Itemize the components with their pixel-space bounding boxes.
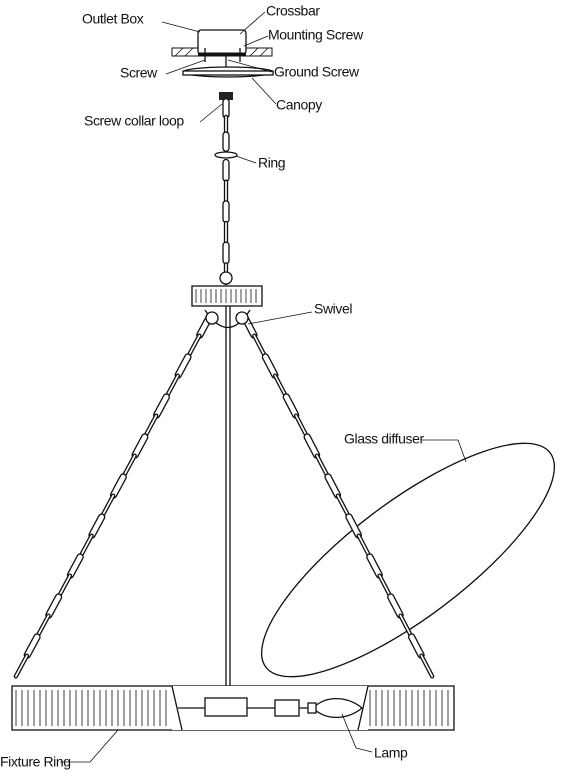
leader	[457, 439, 467, 463]
window-edge	[171, 685, 183, 731]
chain-loop	[219, 271, 233, 285]
chains	[13, 98, 435, 679]
chain-link	[13, 653, 30, 679]
label: Fixture Ring	[0, 754, 71, 770]
leader	[89, 729, 119, 763]
leader	[251, 77, 277, 105]
leaders	[60, 11, 467, 763]
lamp-base	[307, 702, 317, 714]
leader	[165, 59, 206, 75]
ribs	[195, 289, 257, 303]
lamp-bulb	[314, 698, 364, 718]
chain-link	[222, 200, 230, 224]
chain-link	[222, 131, 230, 152]
swivel-body	[191, 285, 263, 307]
leader	[161, 21, 201, 33]
label: Ring	[258, 155, 285, 171]
leader	[239, 11, 266, 35]
label: Ground Screw	[274, 64, 360, 80]
drawing	[11, 11, 556, 763]
screw-collar	[219, 92, 233, 100]
leader	[199, 103, 223, 123]
chain-link	[222, 241, 230, 265]
leader	[355, 747, 373, 753]
hatch	[249, 47, 259, 57]
socket-cup	[274, 699, 300, 717]
hatch	[174, 47, 184, 57]
label: Outlet Box	[82, 11, 144, 27]
label: Swivel	[314, 301, 352, 317]
canopy-rim	[182, 70, 274, 76]
ring	[214, 151, 238, 159]
leader	[341, 713, 357, 749]
leader	[247, 311, 313, 325]
leader	[235, 155, 257, 164]
chain-loop	[205, 311, 219, 325]
chain-link	[419, 653, 435, 679]
junction	[204, 697, 248, 717]
chain-link	[223, 220, 229, 244]
label: Crossbar	[266, 3, 320, 19]
chain-link	[223, 179, 229, 203]
chain-link	[222, 158, 230, 182]
label: Lamp	[374, 745, 408, 761]
label: Screw collar loop	[84, 113, 184, 129]
hatch	[259, 47, 269, 57]
ribs	[15, 690, 449, 726]
label: Mounting Screw	[268, 27, 364, 43]
leader	[227, 59, 273, 73]
glass-diffuser	[260, 442, 556, 678]
leader	[243, 35, 269, 47]
label: Screw	[120, 65, 158, 81]
label: Canopy	[276, 97, 322, 113]
hatch	[184, 47, 194, 57]
chain-loop	[235, 311, 249, 325]
label: Glass diffuser	[344, 431, 424, 447]
